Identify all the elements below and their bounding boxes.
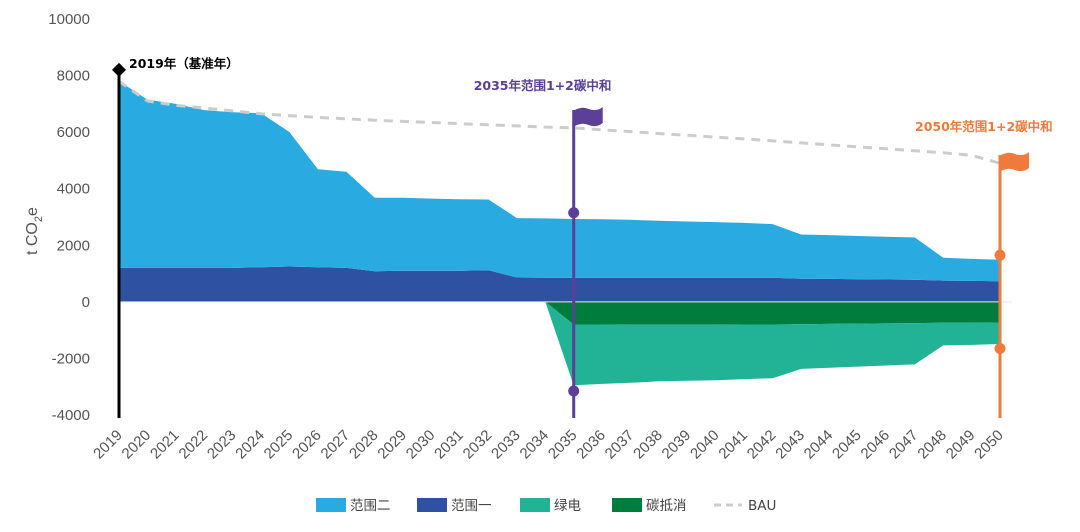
legend-label: BAU [748,498,776,514]
annotation-layer: 2019年（基准年） 2035年范围1+2碳中和 2050年范围1+2碳中和 [112,56,1053,418]
x-tick-label: 2021 [147,427,183,463]
legend-swatch [612,498,642,512]
x-tick-label: 2044 [801,427,837,463]
annotation-label: 2035年范围1+2碳中和 [474,78,612,93]
x-tick-label: 2040 [687,427,723,463]
x-tick-label: 2035 [545,427,581,463]
x-tick-label: 2028 [346,427,382,463]
x-tick-label: 2037 [602,427,638,463]
x-tick-label: 2023 [204,427,240,463]
annotation-base: 2019年（基准年） [112,56,239,418]
legend-item-green-power[interactable]: 绿电 [520,498,581,514]
marker-dot [994,249,1006,261]
x-tick-label: 2048 [914,427,950,463]
x-tick-label: 2019 [90,427,126,463]
series-area-offset [119,301,1000,325]
annotation-end: 2050年范围1+2碳中和 [915,119,1053,418]
x-tick-label: 2031 [431,427,467,463]
series-area-scope1 [119,266,1000,302]
x-tick-label: 2029 [374,427,410,463]
bau-layer [118,79,1001,165]
legend-swatch [417,498,447,512]
x-tick-label: 2027 [318,427,354,463]
x-tick-label: 2045 [829,427,865,463]
annotation-label: 2019年（基准年） [129,56,239,71]
x-tick-label: 2042 [744,427,780,463]
legend-item-scope1[interactable]: 范围一 [417,498,492,514]
y-axis-label: t CO2e [24,207,45,255]
legend-item-scope2[interactable]: 范围二 [316,498,391,514]
x-tick-label: 2034 [517,427,553,463]
x-tick-label: 2038 [630,427,666,463]
legend-label: 范围二 [350,498,391,514]
x-tick-label: 2039 [659,427,695,463]
x-tick-label: 2022 [176,427,212,463]
x-tick-label: 2046 [858,427,894,463]
x-tick-label: 2043 [772,427,808,463]
marker-dot [568,385,580,397]
x-tick-label: 2050 [971,427,1007,463]
x-tick-label: 2025 [261,427,297,463]
series-area-green-power [119,301,1000,386]
flag-icon [574,107,603,127]
x-tick-label: 2020 [119,427,155,463]
series-line-bau [118,79,1001,165]
series-area-scope2 [119,81,1000,282]
y-tick-label: -4000 [52,407,90,424]
x-tick-label: 2032 [460,427,496,463]
annotation-label: 2050年范围1+2碳中和 [915,119,1053,134]
y-tick-label: -2000 [52,350,90,367]
marker-dot [568,207,580,219]
marker-dot [994,343,1006,355]
x-tick-label: 2033 [488,427,524,463]
y-tick-label: 10000 [48,11,90,28]
x-tick-label: 2030 [403,427,439,463]
y-tick-label: 8000 [57,68,90,85]
y-tick-label: 6000 [57,124,90,141]
x-tick-label: 2026 [289,427,325,463]
legend-item-offset[interactable]: 碳抵消 [612,498,687,514]
legend-label: 碳抵消 [646,498,687,514]
legend-label: 范围一 [451,498,492,514]
legend-label: 绿电 [554,498,581,514]
marker-diamond [112,62,126,77]
legend-swatch [316,498,346,512]
legend-item-bau[interactable]: BAU [714,498,776,514]
legend-swatch [520,498,550,512]
annotation-mid: 2035年范围1+2碳中和 [474,78,612,418]
y-tick-label: 2000 [57,237,90,254]
y-tick-label: 0 [82,294,90,311]
x-tick-label: 2024 [232,427,268,463]
x-tick-label: 2036 [573,427,609,463]
legend[interactable]: 范围二 范围一 绿电 碳抵消 BAU [316,498,776,514]
x-tick-label: 2041 [715,427,751,463]
x-tick-label: 2047 [886,427,922,463]
flag-icon [1001,152,1029,172]
area-layer [119,81,1000,386]
y-tick-label: 4000 [57,181,90,198]
x-tick-label: 2049 [943,427,979,463]
